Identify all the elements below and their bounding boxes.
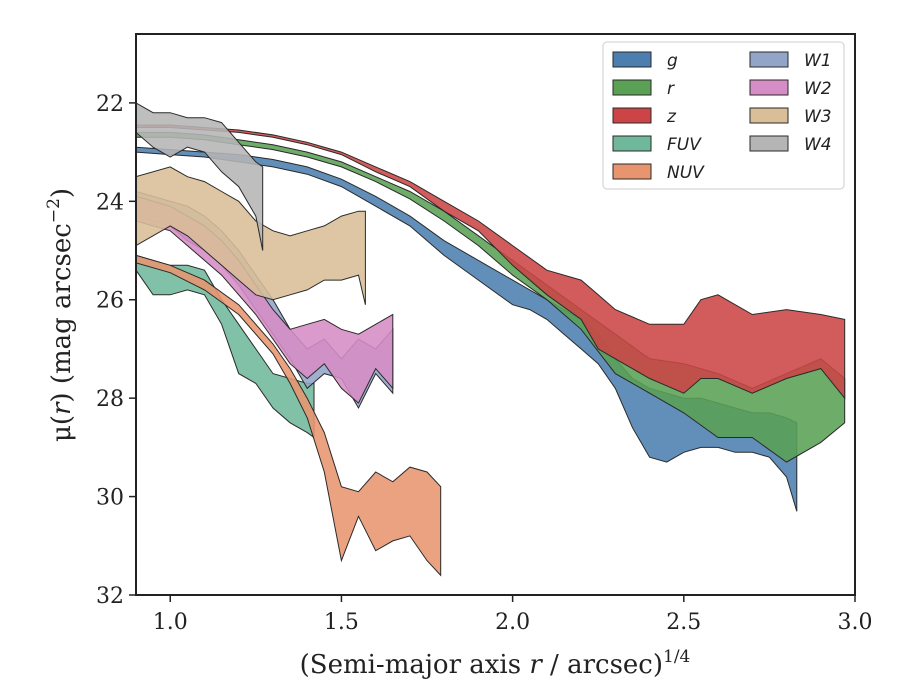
legend-entry-w4: W4 bbox=[749, 135, 832, 155]
legend-label: g bbox=[667, 51, 678, 71]
y-tick-label: 30 bbox=[96, 486, 124, 511]
legend-entry-w3: W3 bbox=[749, 107, 832, 127]
legend-label: z bbox=[666, 107, 677, 127]
band-w3 bbox=[136, 166, 366, 305]
y-axis-ticks: 22 24 26 28 30 32 bbox=[96, 92, 136, 609]
legend-entry-g: g bbox=[612, 51, 678, 71]
x-tick-label: 3.0 bbox=[838, 610, 873, 635]
x-tick-label: 2.5 bbox=[666, 610, 701, 635]
legend-swatch bbox=[749, 51, 789, 68]
legend-label: NUV bbox=[667, 163, 705, 183]
legend: grz FUV NUV W1 W2 W3 W4 bbox=[602, 41, 845, 190]
legend-swatch bbox=[612, 107, 652, 124]
legend-label: W1 bbox=[804, 51, 832, 71]
x-tick-label: 1.0 bbox=[153, 610, 188, 635]
band-z bbox=[136, 124, 846, 400]
y-tick-label: 24 bbox=[96, 190, 124, 215]
band-g bbox=[136, 146, 798, 512]
legend-swatch bbox=[749, 79, 789, 96]
legend-entry-w2: W2 bbox=[749, 79, 832, 99]
legend-label: W3 bbox=[804, 107, 832, 127]
legend-entry-nuv: NUV bbox=[612, 163, 705, 183]
legend-swatch bbox=[749, 135, 789, 152]
legend-swatch bbox=[612, 163, 652, 180]
legend-label: FUV bbox=[667, 135, 702, 155]
y-axis-label: μ(r) (mag arcsec−2) bbox=[44, 188, 77, 442]
legend-swatch bbox=[612, 135, 652, 152]
plot-frame bbox=[135, 33, 856, 596]
y-tick-label: 32 bbox=[96, 584, 124, 609]
y-tick-label: 26 bbox=[96, 289, 124, 314]
legend-swatch bbox=[612, 51, 652, 68]
x-axis-label: (Semi-major axis r / arcsec)1/4 bbox=[300, 647, 691, 680]
legend-label: W4 bbox=[804, 135, 832, 155]
profile-bands bbox=[136, 102, 846, 577]
legend-swatch bbox=[749, 107, 789, 124]
y-tick-label: 22 bbox=[96, 92, 124, 117]
y-tick-label: 28 bbox=[96, 387, 124, 412]
legend-swatch bbox=[612, 79, 652, 96]
legend-label: W2 bbox=[804, 79, 832, 99]
legend-label: r bbox=[667, 79, 675, 99]
legend-box bbox=[602, 41, 845, 190]
x-tick-label: 1.5 bbox=[324, 610, 359, 635]
band-nuv bbox=[136, 254, 442, 577]
legend-entry-fuv: FUV bbox=[612, 135, 702, 155]
legend-entry-r: r bbox=[612, 79, 675, 99]
x-axis-ticks: 1.0 1.5 2.0 2.5 3.0 bbox=[153, 595, 873, 635]
legend-entry-w1: W1 bbox=[749, 51, 832, 71]
band-w4 bbox=[136, 102, 264, 251]
legend-entry-z: z bbox=[612, 107, 677, 127]
x-tick-label: 2.0 bbox=[495, 610, 530, 635]
